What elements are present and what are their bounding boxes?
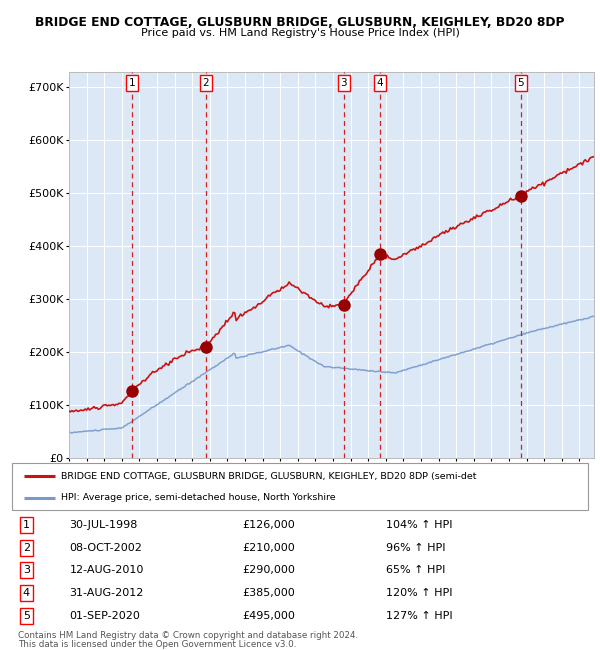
Text: HPI: Average price, semi-detached house, North Yorkshire: HPI: Average price, semi-detached house,… bbox=[61, 493, 335, 502]
Text: 4: 4 bbox=[377, 78, 383, 88]
Text: £385,000: £385,000 bbox=[242, 588, 295, 598]
Text: 12-AUG-2010: 12-AUG-2010 bbox=[70, 566, 144, 575]
Text: 3: 3 bbox=[341, 78, 347, 88]
Text: 30-JUL-1998: 30-JUL-1998 bbox=[70, 520, 138, 530]
Text: 65% ↑ HPI: 65% ↑ HPI bbox=[386, 566, 446, 575]
Text: 127% ↑ HPI: 127% ↑ HPI bbox=[386, 611, 453, 621]
Text: 31-AUG-2012: 31-AUG-2012 bbox=[70, 588, 144, 598]
Text: 5: 5 bbox=[23, 611, 30, 621]
Text: 1: 1 bbox=[128, 78, 135, 88]
Text: This data is licensed under the Open Government Licence v3.0.: This data is licensed under the Open Gov… bbox=[18, 640, 296, 649]
Text: 2: 2 bbox=[202, 78, 209, 88]
Text: £126,000: £126,000 bbox=[242, 520, 295, 530]
Text: Contains HM Land Registry data © Crown copyright and database right 2024.: Contains HM Land Registry data © Crown c… bbox=[18, 630, 358, 640]
Text: £290,000: £290,000 bbox=[242, 566, 295, 575]
Text: 5: 5 bbox=[517, 78, 524, 88]
Text: 104% ↑ HPI: 104% ↑ HPI bbox=[386, 520, 453, 530]
Text: 120% ↑ HPI: 120% ↑ HPI bbox=[386, 588, 453, 598]
Text: £210,000: £210,000 bbox=[242, 543, 295, 552]
Text: Price paid vs. HM Land Registry's House Price Index (HPI): Price paid vs. HM Land Registry's House … bbox=[140, 28, 460, 38]
Text: BRIDGE END COTTAGE, GLUSBURN BRIDGE, GLUSBURN, KEIGHLEY, BD20 8DP: BRIDGE END COTTAGE, GLUSBURN BRIDGE, GLU… bbox=[35, 16, 565, 29]
Text: 96% ↑ HPI: 96% ↑ HPI bbox=[386, 543, 446, 552]
Text: 1: 1 bbox=[23, 520, 30, 530]
Text: 2: 2 bbox=[23, 543, 30, 552]
Text: 08-OCT-2002: 08-OCT-2002 bbox=[70, 543, 142, 552]
Text: BRIDGE END COTTAGE, GLUSBURN BRIDGE, GLUSBURN, KEIGHLEY, BD20 8DP (semi-det: BRIDGE END COTTAGE, GLUSBURN BRIDGE, GLU… bbox=[61, 472, 476, 480]
Text: £495,000: £495,000 bbox=[242, 611, 295, 621]
Text: 01-SEP-2020: 01-SEP-2020 bbox=[70, 611, 140, 621]
Text: 4: 4 bbox=[23, 588, 30, 598]
Text: 3: 3 bbox=[23, 566, 30, 575]
